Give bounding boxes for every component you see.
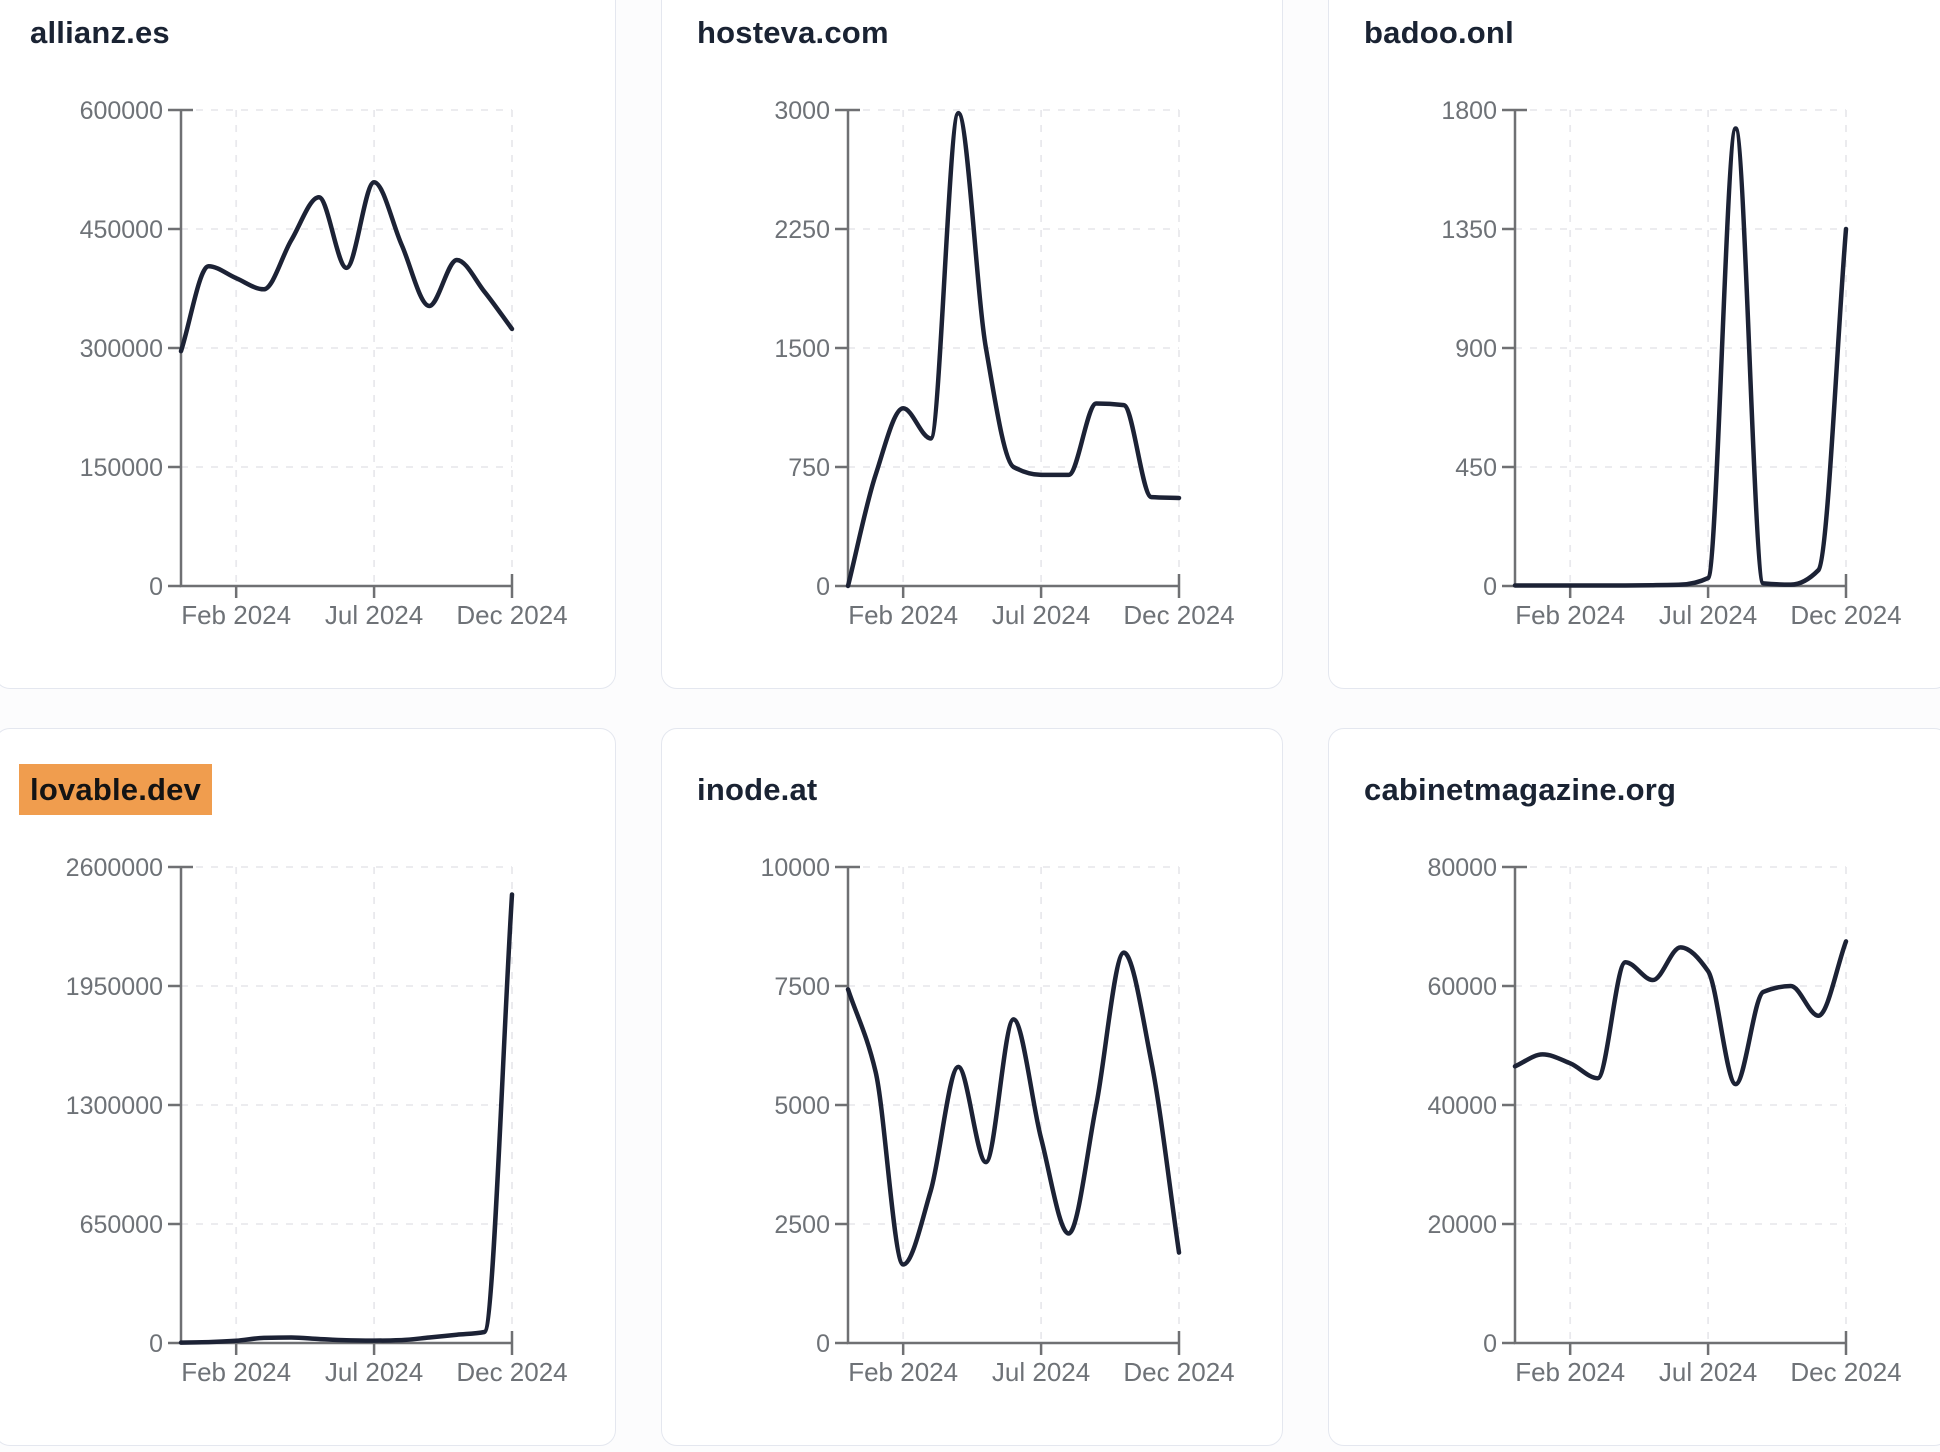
- x-axis-label: Dec 2024: [1790, 1357, 1901, 1387]
- chart-title-row: lovable.dev: [19, 764, 615, 819]
- chart-card: lovable.dev 0 650000 1300000 1950000 2600000…: [0, 728, 616, 1446]
- y-axis-label: 10000: [760, 854, 830, 882]
- x-axis-label: Dec 2024: [456, 1357, 567, 1387]
- chart-title-row: badoo.onl: [1364, 16, 1940, 62]
- line-chart: 0 450 900 1350 1800 Feb 2024 Jul 2024 Dec 2024: [1441, 97, 1901, 630]
- trend-line: [1512, 939, 1849, 1087]
- y-axis-label: 0: [149, 1330, 163, 1358]
- trend-line: [845, 950, 1182, 1267]
- x-axis-label: Dec 2024: [1790, 600, 1901, 630]
- y-axis-label: 1350: [1441, 216, 1497, 244]
- x-axis-label: Feb 2024: [848, 1357, 958, 1387]
- trend-line: [845, 110, 1182, 589]
- chart-card: inode.at 0 2500 5000 7500 10000 Feb 2024 Jul 2…: [661, 728, 1283, 1446]
- x-axis-label: Dec 2024: [1123, 1357, 1234, 1387]
- x-axis-label: Dec 2024: [456, 600, 567, 630]
- y-axis-label: 2250: [774, 216, 830, 244]
- x-axis-label: Jul 2024: [325, 600, 423, 630]
- line-chart: 0 650000 1300000 1950000 2600000 Feb 2024 Jul …: [66, 854, 568, 1387]
- y-axis-label: 2600000: [66, 854, 163, 882]
- chart-title[interactable]: hosteva.com: [697, 15, 889, 50]
- x-axis-label: Jul 2024: [1659, 600, 1757, 630]
- line-chart: 0 150000 300000 450000 600000 Feb 2024 Jul 202…: [80, 97, 568, 630]
- y-axis-label: 150000: [80, 454, 163, 482]
- chart-title-row: hosteva.com: [697, 16, 1282, 62]
- chart-card: cabinetmagazine.org 0 20000 40000 60000 8000…: [1328, 728, 1940, 1446]
- y-axis-label: 600000: [80, 97, 163, 125]
- x-axis-label: Jul 2024: [992, 1357, 1090, 1387]
- y-axis-label: 0: [149, 573, 163, 601]
- x-axis-label: Feb 2024: [1515, 600, 1625, 630]
- y-axis-label: 1800: [1441, 97, 1497, 125]
- chart-title[interactable]: inode.at: [697, 772, 818, 807]
- y-axis-label: 1950000: [66, 973, 163, 1001]
- chart-title[interactable]: allianz.es: [30, 15, 170, 50]
- line-chart: 0 750 1500 2250 3000 Feb 2024 Jul 2024 Dec 2024: [774, 97, 1234, 630]
- chart-title[interactable]: lovable.dev: [19, 764, 213, 815]
- y-axis-label: 2500: [774, 1211, 830, 1239]
- x-axis-label: Dec 2024: [1123, 600, 1234, 630]
- x-axis-label: Jul 2024: [1659, 1357, 1757, 1387]
- y-axis-label: 0: [816, 573, 830, 601]
- chart-card: hosteva.com 0 750 1500 2250 3000 Feb 2024 Jul …: [661, 0, 1283, 689]
- y-axis-label: 750: [788, 454, 830, 482]
- x-axis-label: Feb 2024: [181, 1357, 291, 1387]
- chart-card: allianz.es 0 150000 300000 450000 600000 Feb …: [0, 0, 616, 689]
- y-axis-label: 20000: [1427, 1211, 1497, 1239]
- trend-line: [178, 892, 515, 1345]
- y-axis-label: 40000: [1427, 1092, 1497, 1120]
- y-axis-label: 80000: [1427, 854, 1497, 882]
- y-axis-label: 0: [1483, 1330, 1497, 1358]
- y-axis-label: 0: [1483, 573, 1497, 601]
- chart-title-row: allianz.es: [30, 16, 615, 62]
- y-axis-label: 5000: [774, 1092, 830, 1120]
- y-axis-label: 1500: [774, 335, 830, 363]
- chart-title-row: cabinetmagazine.org: [1364, 773, 1940, 819]
- trend-line: [178, 179, 515, 354]
- chart-title-row: inode.at: [697, 773, 1282, 819]
- x-axis-label: Jul 2024: [325, 1357, 423, 1387]
- x-axis-label: Feb 2024: [1515, 1357, 1625, 1387]
- chart-title[interactable]: badoo.onl: [1364, 15, 1514, 50]
- line-chart: 0 20000 40000 60000 80000 Feb 2024 Jul 2024 Dec…: [1427, 854, 1901, 1387]
- y-axis-label: 900: [1455, 335, 1497, 363]
- y-axis-label: 450: [1455, 454, 1497, 482]
- y-axis-label: 0: [816, 1330, 830, 1358]
- y-axis-label: 60000: [1427, 973, 1497, 1001]
- x-axis-label: Jul 2024: [992, 600, 1090, 630]
- y-axis-label: 3000: [774, 97, 830, 125]
- trend-line: [1512, 126, 1849, 588]
- line-chart: 0 2500 5000 7500 10000 Feb 2024 Jul 2024 Dec 20…: [760, 854, 1234, 1387]
- chart-title[interactable]: cabinetmagazine.org: [1364, 772, 1677, 807]
- y-axis-label: 450000: [80, 216, 163, 244]
- y-axis-label: 7500: [774, 973, 830, 1001]
- x-axis-label: Feb 2024: [848, 600, 958, 630]
- y-axis-label: 1300000: [66, 1092, 163, 1120]
- x-axis-label: Feb 2024: [181, 600, 291, 630]
- chart-card: badoo.onl 0 450 900 1350 1800 Feb 2024 Jul 202…: [1328, 0, 1940, 689]
- y-axis-label: 650000: [80, 1211, 163, 1239]
- y-axis-label: 300000: [80, 335, 163, 363]
